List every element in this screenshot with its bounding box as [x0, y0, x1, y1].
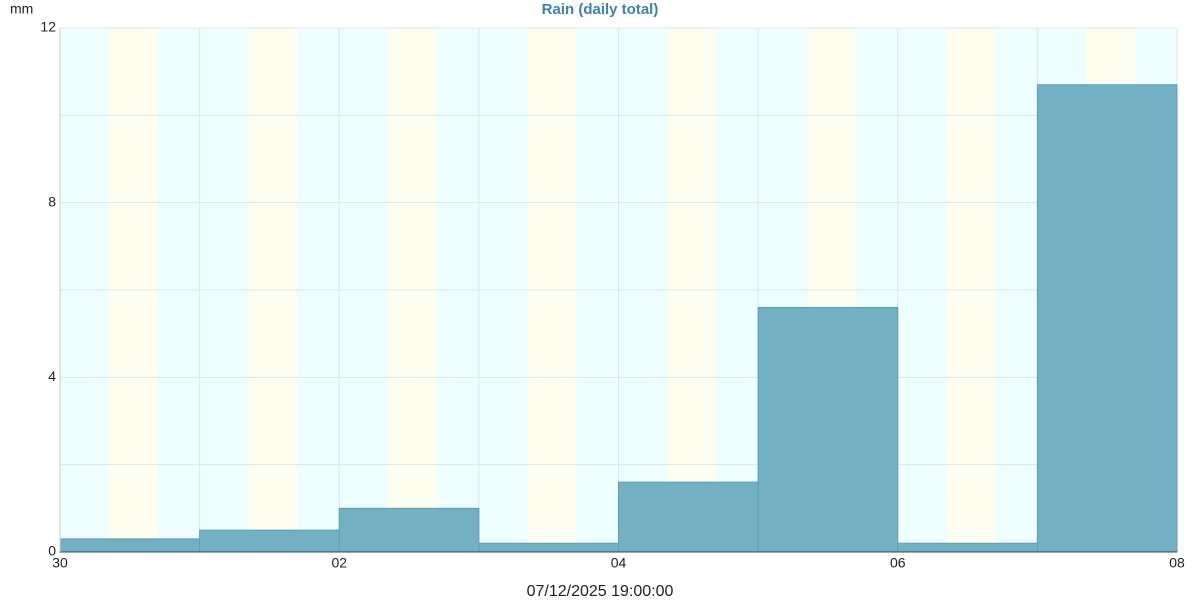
bar [1036, 84, 1178, 553]
y-tick-label: 4 [48, 368, 56, 384]
bar [618, 481, 759, 553]
bar [478, 542, 619, 553]
y-tick-label: 0 [48, 543, 56, 559]
x-tick-label: 08 [1169, 555, 1185, 571]
footer: 07/12/2025 19:00:00 [527, 583, 674, 600]
y-axis-label: mm [10, 1, 33, 17]
bar [199, 529, 340, 553]
x-tick-label: 02 [331, 555, 347, 571]
bar [757, 306, 899, 553]
x-tick-label: 04 [611, 555, 627, 571]
bar [59, 538, 201, 553]
y-tick-label: 8 [48, 193, 56, 209]
chart-title: Rain (daily total) [542, 1, 659, 18]
bar [338, 507, 480, 553]
bar [897, 542, 1038, 553]
x-tick-label: 30 [52, 555, 68, 571]
x-tick-label: 06 [890, 555, 906, 571]
y-tick-label: 12 [40, 19, 56, 35]
